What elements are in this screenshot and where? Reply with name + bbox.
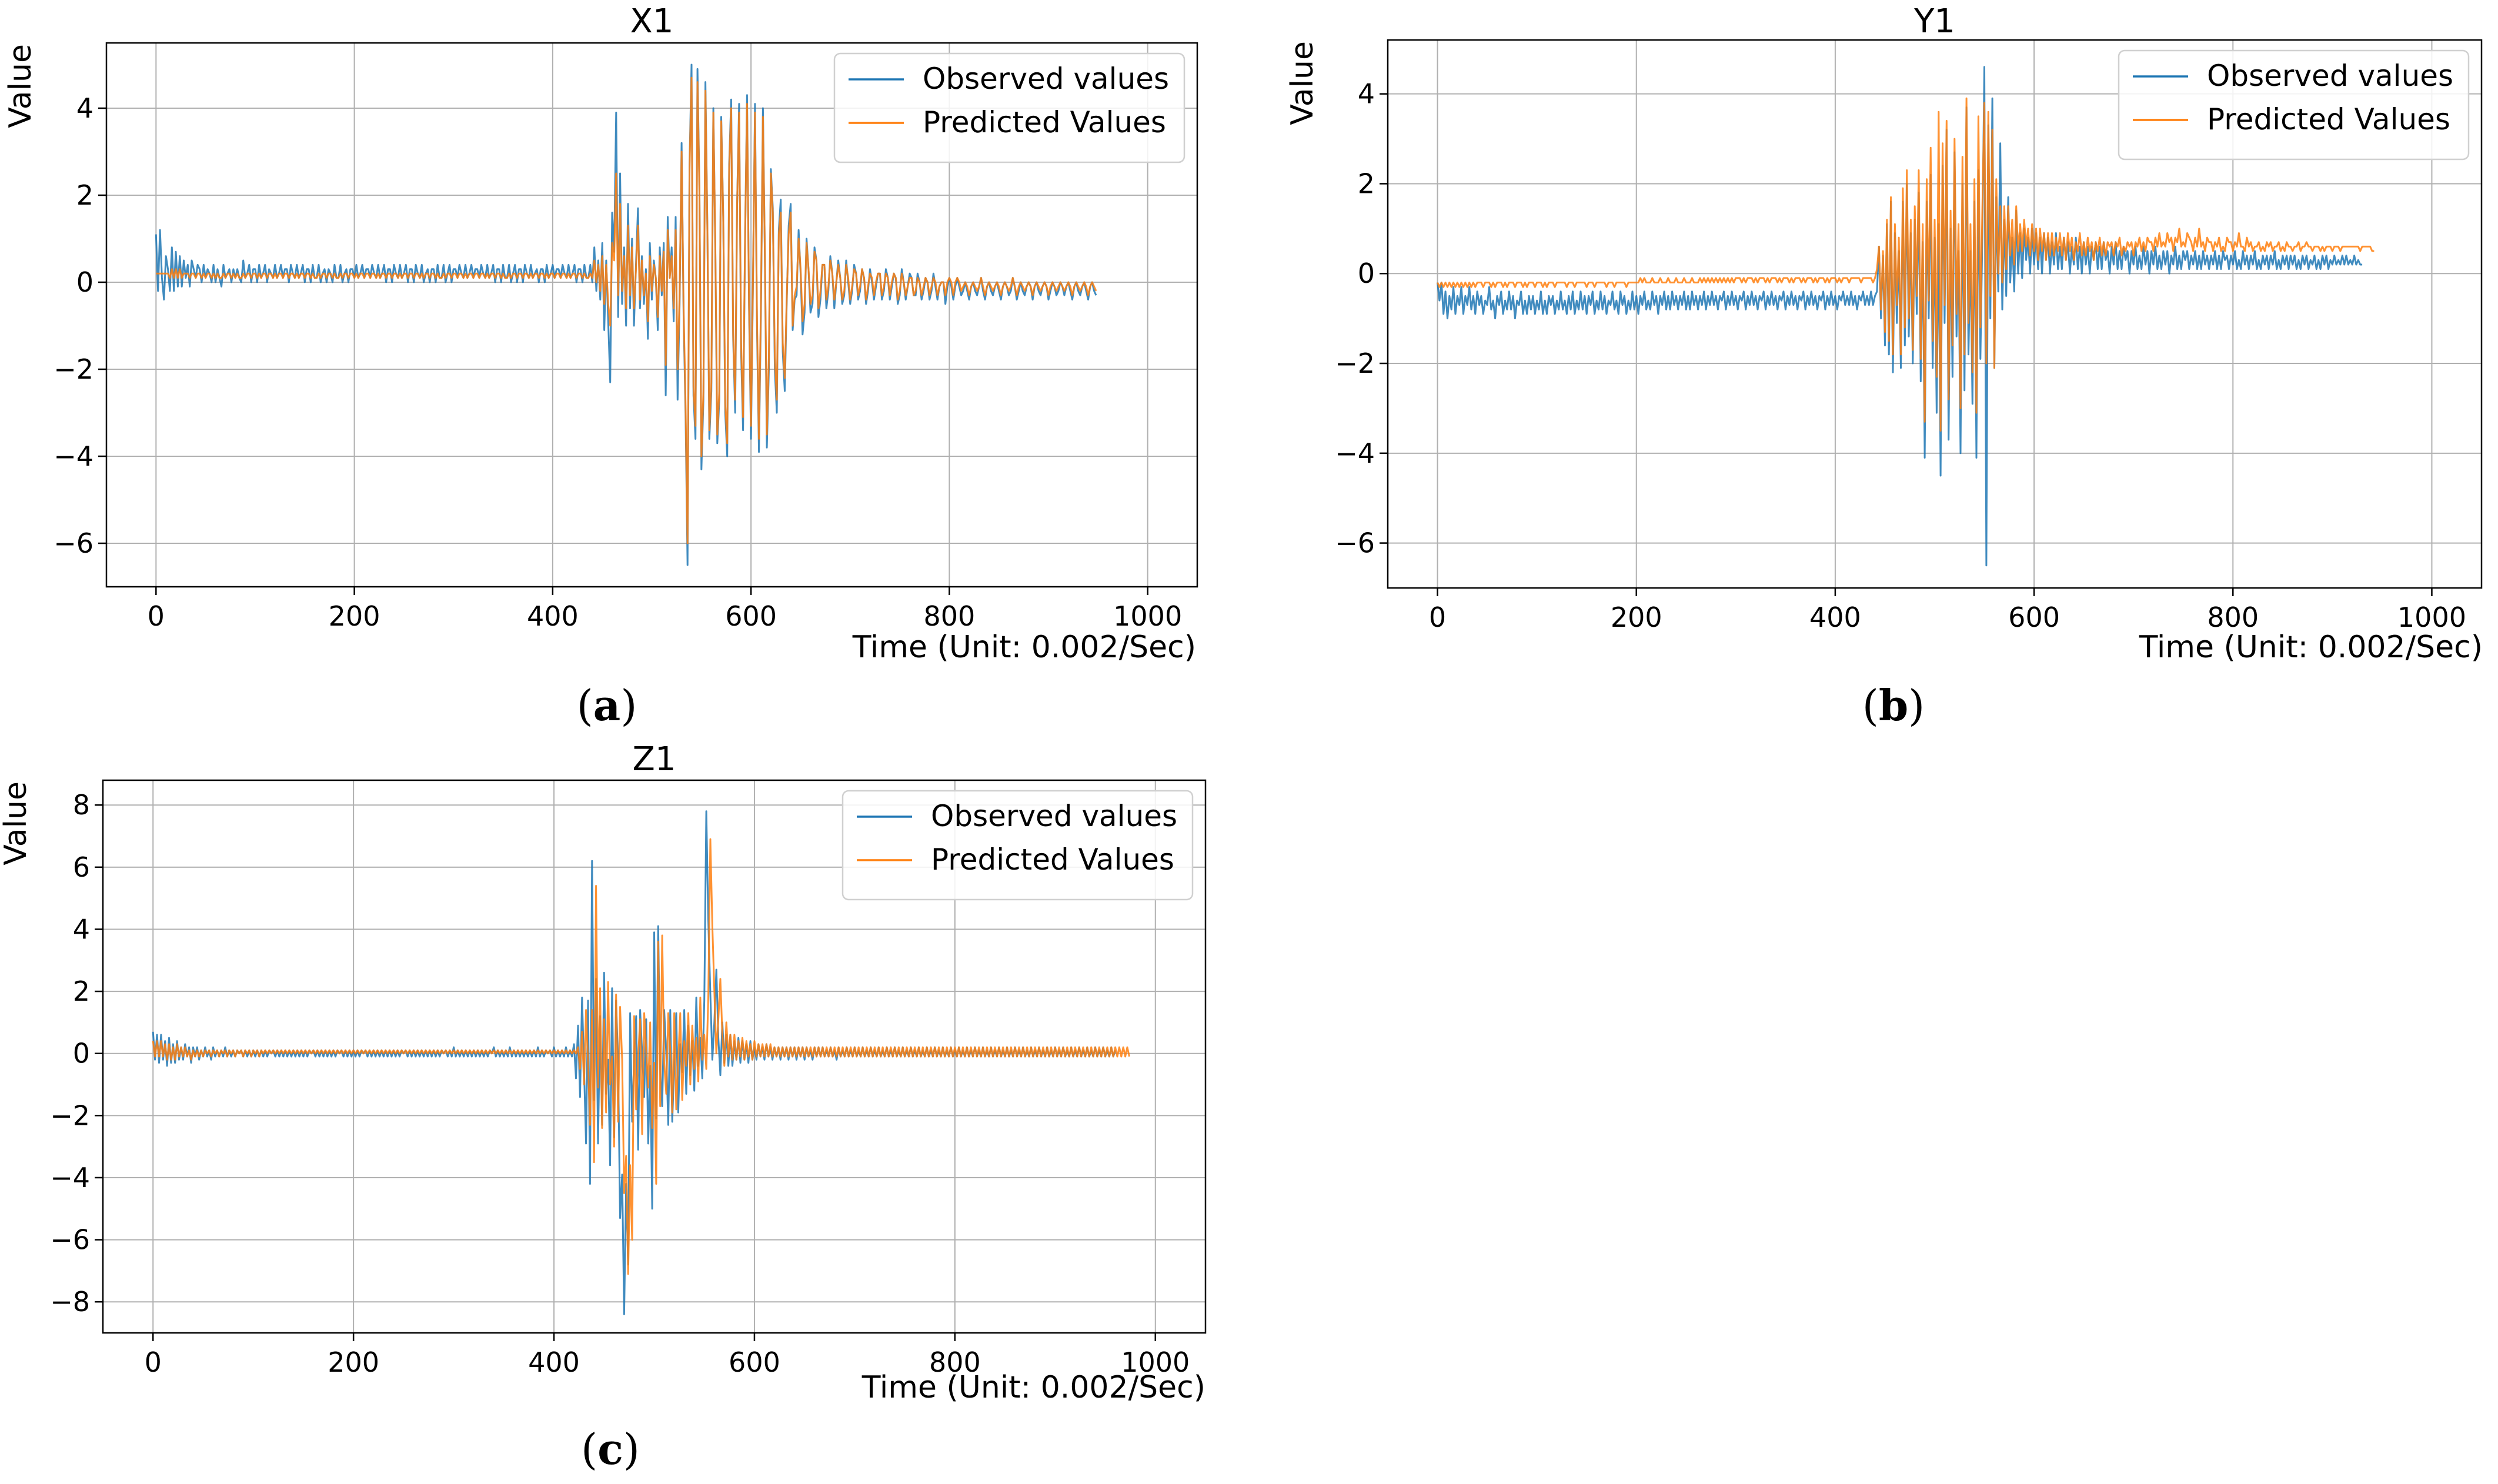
y-tick-label: 6	[73, 851, 90, 883]
y-tick-label: 4	[76, 92, 93, 124]
x-axis-label: Time (Unit: 0.002/Sec)	[852, 630, 1196, 665]
legend-label-predicted: Predicted Values	[2207, 102, 2450, 136]
legend-box	[2118, 49, 2470, 161]
series-line-predicted	[156, 76, 1097, 544]
y-tick-label: 2	[76, 179, 93, 211]
caption-open-paren: (	[581, 1425, 597, 1474]
caption-letter: a	[593, 680, 621, 730]
caption-letter: b	[1879, 680, 1908, 730]
legend: Observed values Predicted Values	[2118, 49, 2470, 161]
legend: Observed values Predicted Values	[833, 52, 1185, 163]
y-tick-label: 4	[1358, 78, 1375, 110]
x-tick-label: 1000	[2397, 601, 2466, 633]
x-tick-label: 800	[929, 1346, 981, 1378]
series-line-predicted	[1437, 97, 2375, 432]
y-axis-label: Value	[1285, 41, 1320, 125]
y-tick-label: −6	[50, 1224, 90, 1256]
y-tick-label: −2	[50, 1099, 90, 1131]
x-tick-label: 0	[1429, 601, 1446, 633]
x-tick-label: 1000	[1121, 1346, 1190, 1378]
y-tick-label: 0	[76, 266, 93, 298]
plot-frame	[102, 779, 1207, 1334]
x-tick-label: 400	[527, 600, 579, 632]
legend: Observed values Predicted Values	[841, 790, 1194, 901]
x-tick-label: 600	[725, 600, 777, 632]
y-tick-label: −2	[1335, 347, 1375, 379]
panel-caption: (a)	[577, 680, 637, 730]
chart-title: Y1	[1913, 2, 1955, 41]
panel-caption: (c)	[581, 1424, 640, 1474]
x-tick-label: 0	[148, 600, 165, 632]
caption-close-paren: )	[1908, 681, 1925, 730]
x-tick-label: 800	[2207, 601, 2259, 633]
plot-frame	[1387, 39, 2483, 589]
x-tick-label: 200	[328, 1346, 379, 1378]
chart-panel-b: 0 200 400 600 800 1000 −6 −4 −2 0 2 4 Y1 Time (Unit: …	[1285, 2, 2483, 730]
x-tick-label: 600	[2008, 601, 2060, 633]
x-tick-label: 200	[329, 600, 380, 632]
legend-box	[833, 52, 1185, 163]
caption-close-paren: )	[623, 1425, 640, 1474]
y-axis-label: Value	[3, 44, 38, 128]
y-tick-label: 0	[73, 1038, 90, 1069]
x-tick-label: 400	[528, 1346, 580, 1378]
y-tick-label: 0	[1358, 258, 1375, 289]
legend-label-observed: Observed values	[923, 62, 1169, 96]
y-tick-label: −2	[54, 353, 93, 385]
panel-caption: (b)	[1862, 680, 1925, 730]
y-tick-label: 2	[73, 975, 90, 1007]
y-tick-label: 8	[73, 789, 90, 821]
legend-label-predicted: Predicted Values	[931, 843, 1174, 877]
plot-frame	[105, 42, 1198, 588]
chart-panel-c: 0 200 400 600 800 1000 −8 −6 −4 −2 0 2 4 6 8 Z1 Time (Un…	[0, 740, 1207, 1474]
y-tick-label: 4	[73, 913, 90, 945]
caption-close-paren: )	[620, 681, 637, 730]
y-tick-label: 2	[1358, 168, 1375, 199]
y-tick-label: −6	[1335, 527, 1375, 559]
caption-open-paren: (	[577, 681, 593, 730]
legend-label-observed: Observed values	[931, 799, 1177, 833]
chart-title: Z1	[633, 740, 676, 778]
series-line-predicted	[152, 838, 1130, 1275]
y-tick-label: −4	[50, 1162, 90, 1194]
y-tick-label: −4	[1335, 437, 1375, 469]
x-tick-label: 0	[145, 1346, 162, 1378]
legend-label-predicted: Predicted Values	[923, 105, 1166, 139]
legend-label-observed: Observed values	[2207, 59, 2453, 93]
chart-panel-a: 0 200 400 600 800 1000 −6 −4 −2 0 2 4 X1 Time (Unit: …	[3, 2, 1198, 730]
caption-open-paren: (	[1862, 681, 1879, 730]
legend-box	[841, 790, 1194, 901]
x-tick-label: 800	[924, 600, 976, 632]
x-tick-label: 400	[1809, 601, 1861, 633]
y-axis-label: Value	[0, 781, 34, 865]
x-tick-label: 600	[729, 1346, 780, 1378]
y-tick-label: −8	[50, 1286, 90, 1318]
y-tick-label: −6	[54, 527, 93, 559]
x-axis-label: Time (Unit: 0.002/Sec)	[2139, 630, 2483, 665]
x-tick-label: 200	[1611, 601, 1662, 633]
caption-letter: c	[597, 1424, 623, 1474]
x-tick-label: 1000	[1113, 600, 1182, 632]
chart-title: X1	[630, 2, 674, 41]
x-axis-label: Time (Unit: 0.002/Sec)	[861, 1370, 1205, 1405]
y-tick-label: −4	[54, 440, 93, 472]
